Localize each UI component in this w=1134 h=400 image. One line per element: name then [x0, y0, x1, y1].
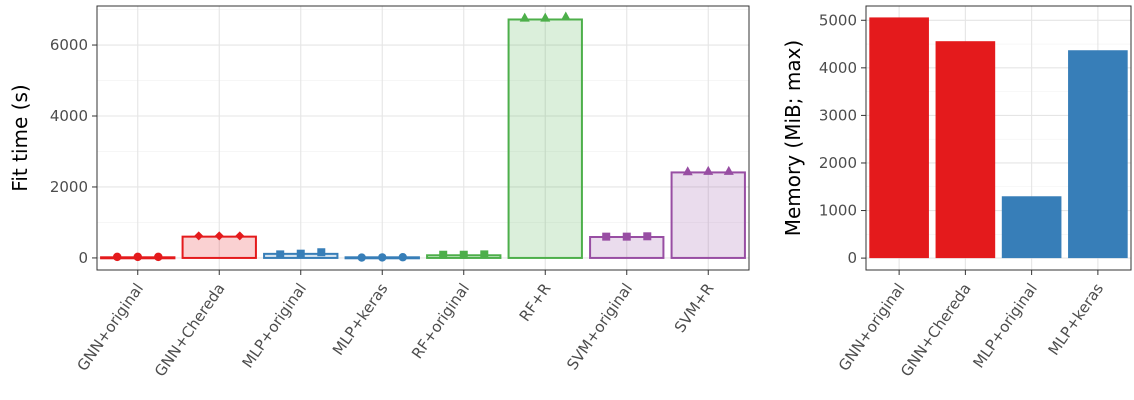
data-point	[723, 165, 734, 175]
y-tick-label: 6000	[50, 36, 88, 54]
data-point	[439, 250, 448, 259]
data-point	[602, 232, 611, 241]
x-tick-label: RF+original	[408, 280, 473, 362]
y-tick-label: 5000	[819, 11, 857, 29]
bar-gnn-chereda	[935, 41, 996, 259]
memory-chart: 0 1000 2000 3000 4000 5000 GNN+originalGNN+Che…	[781, 5, 1132, 380]
data-point	[296, 249, 305, 258]
data-point	[214, 231, 224, 241]
y-tick-label: 2000	[50, 178, 88, 196]
x-tick-label: SVM+original	[563, 280, 636, 373]
x-tick-label: GNN+original	[835, 280, 909, 374]
data-point	[317, 248, 326, 257]
data-point	[133, 252, 142, 262]
y-tick-label: 0	[847, 249, 857, 267]
bar-mlp-original	[1001, 196, 1062, 259]
y-axis-title: Memory (MiB; max)	[781, 40, 805, 237]
data-point	[519, 12, 530, 22]
data-point	[276, 250, 285, 259]
data-point	[459, 250, 468, 259]
bar-gnn-original	[869, 17, 929, 259]
data-point	[398, 253, 407, 262]
x-tick-label: MLP+keras	[1045, 280, 1108, 359]
data-point	[378, 253, 387, 262]
y-axis-title: Fit time (s)	[8, 84, 32, 191]
y-tick-label: 4000	[819, 59, 857, 77]
y-tick-label: 3000	[819, 106, 857, 124]
data-point	[113, 252, 122, 262]
x-tick-label: MLP+original	[969, 280, 1041, 371]
x-tick-label: RF+R	[516, 280, 555, 325]
data-point	[643, 232, 652, 241]
x-tick-label: GNN+Chereda	[897, 280, 975, 380]
data-point	[480, 250, 489, 259]
data-point	[682, 166, 693, 176]
y-tick-label: 0	[78, 249, 88, 267]
x-tick-label: GNN+original	[73, 280, 147, 374]
data-point	[194, 231, 204, 241]
x-tick-label: MLP+keras	[329, 280, 392, 359]
data-point	[703, 165, 714, 175]
panel-border	[865, 5, 1132, 271]
data-point	[540, 12, 551, 22]
bar-rf-r	[507, 18, 583, 259]
y-tick-label: 2000	[819, 154, 857, 172]
x-tick-label: MLP+original	[239, 280, 311, 371]
x-tick-label: GNN+Chereda	[151, 280, 229, 380]
data-point	[154, 252, 163, 262]
data-point	[560, 11, 571, 21]
data-point	[235, 231, 245, 241]
x-tick-label: SVM+R	[671, 280, 718, 336]
y-tick-label: 4000	[50, 107, 88, 125]
y-tick-label: 1000	[819, 202, 857, 220]
panel-border	[96, 5, 750, 271]
bar-svm-r	[670, 171, 746, 259]
bar-mlp-keras	[1068, 50, 1128, 259]
data-point	[357, 253, 366, 262]
data-point	[622, 232, 631, 241]
